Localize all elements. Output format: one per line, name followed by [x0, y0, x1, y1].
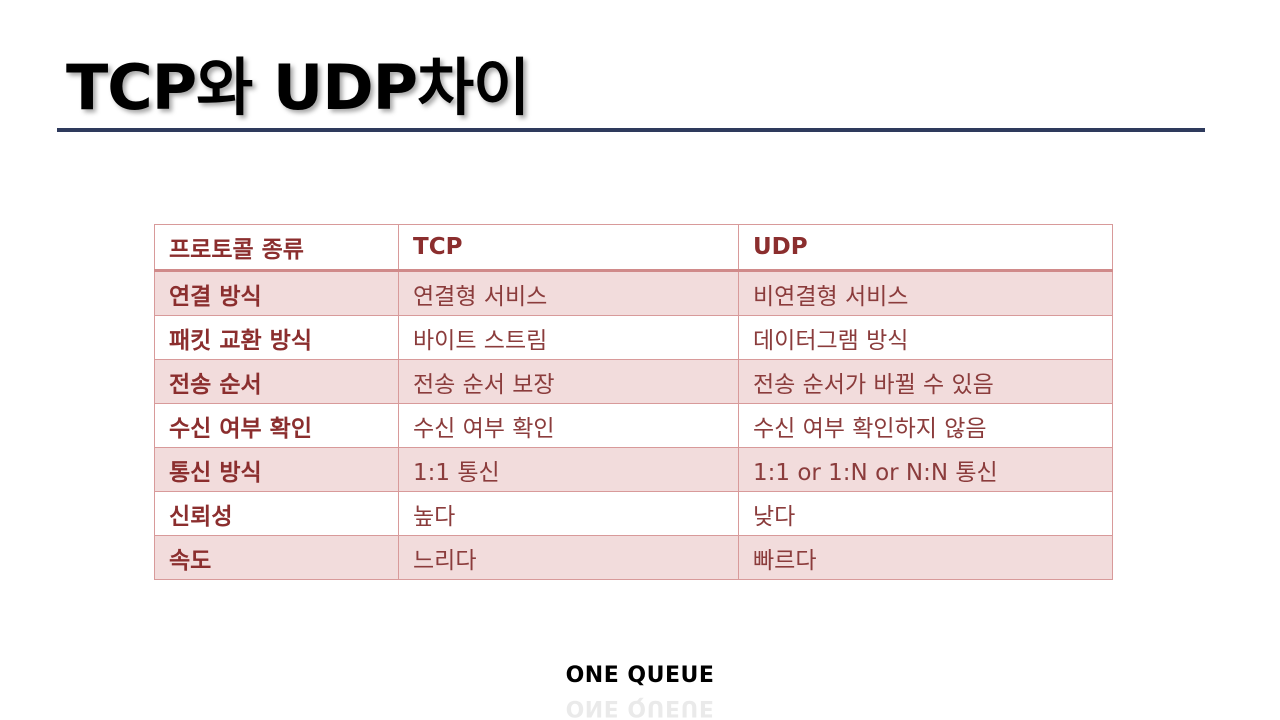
- udp-cell: 1:1 or 1:N or N:N 통신: [738, 447, 1113, 492]
- comparison-table: 프로토콜 종류 TCP UDP 연결 방식 연결형 서비스 비연결형 서비스 패…: [154, 224, 1113, 580]
- udp-cell: 데이터그램 방식: [738, 315, 1113, 360]
- tcp-cell: 높다: [398, 491, 739, 536]
- title-underline: [57, 128, 1205, 132]
- table-header-row: 프로토콜 종류 TCP UDP: [154, 224, 1113, 272]
- row-label: 연결 방식: [154, 270, 399, 316]
- tcp-cell: 연결형 서비스: [398, 270, 739, 316]
- table-row: 패킷 교환 방식 바이트 스트림 데이터그램 방식: [154, 315, 1113, 360]
- tcp-cell: 1:1 통신: [398, 447, 739, 492]
- row-label: 통신 방식: [154, 447, 399, 492]
- udp-cell: 낮다: [738, 491, 1113, 536]
- table-row: 수신 여부 확인 수신 여부 확인 수신 여부 확인하지 않음: [154, 403, 1113, 448]
- header-protocol-type: 프로토콜 종류: [154, 224, 399, 272]
- tcp-cell: 수신 여부 확인: [398, 403, 739, 448]
- row-label: 패킷 교환 방식: [154, 315, 399, 360]
- table-row: 연결 방식 연결형 서비스 비연결형 서비스: [154, 270, 1113, 316]
- udp-cell: 전송 순서가 바뀔 수 있음: [738, 359, 1113, 404]
- row-label: 전송 순서: [154, 359, 399, 404]
- row-label: 신뢰성: [154, 491, 399, 536]
- tcp-cell: 느리다: [398, 535, 739, 580]
- row-label: 수신 여부 확인: [154, 403, 399, 448]
- header-tcp: TCP: [398, 224, 739, 272]
- udp-cell: 빠르다: [738, 535, 1113, 580]
- footer-brand-reflection: ONE QUEUE: [565, 695, 715, 720]
- tcp-cell: 전송 순서 보장: [398, 359, 739, 404]
- table-row: 전송 순서 전송 순서 보장 전송 순서가 바뀔 수 있음: [154, 359, 1113, 404]
- table-row: 통신 방식 1:1 통신 1:1 or 1:N or N:N 통신: [154, 447, 1113, 492]
- footer-brand: ONE QUEUE: [565, 663, 715, 688]
- udp-cell: 수신 여부 확인하지 않음: [738, 403, 1113, 448]
- tcp-cell: 바이트 스트림: [398, 315, 739, 360]
- table-row: 신뢰성 높다 낮다: [154, 491, 1113, 536]
- header-udp: UDP: [738, 224, 1113, 272]
- udp-cell: 비연결형 서비스: [738, 270, 1113, 316]
- row-label: 속도: [154, 535, 399, 580]
- table-row: 속도 느리다 빠르다: [154, 535, 1113, 580]
- slide-title: TCP와 UDP차이: [66, 51, 530, 124]
